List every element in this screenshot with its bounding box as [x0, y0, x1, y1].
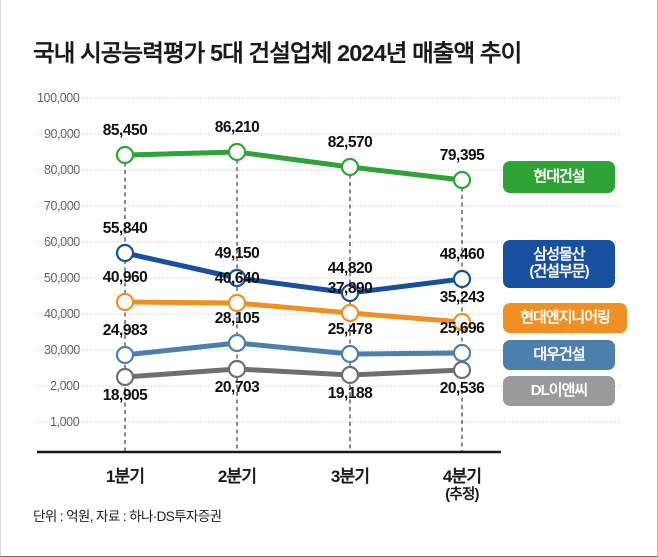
data-label: 40,640: [214, 270, 260, 287]
data-label: 20,703: [214, 379, 260, 396]
x-tick-sublabel: (추정): [445, 487, 479, 503]
y-tick-label: 100,000: [37, 91, 80, 105]
data-point-marker: [340, 283, 360, 303]
series-hyundai-engineering-line: [122, 299, 465, 325]
data-label: 35,243: [439, 289, 485, 306]
legend-item-samsung-ct[interactable]: 삼성물산 (건설부문): [503, 240, 615, 288]
y-tick-label: 70,000: [44, 199, 80, 213]
data-point-marker: [340, 303, 360, 323]
y-tick-label: 40,000: [44, 307, 80, 321]
data-label: 79,395: [439, 147, 485, 164]
series-samsung-ct-line: [122, 250, 465, 296]
series-hyundai-enc-line: [122, 149, 465, 183]
data-label: 18,905: [102, 387, 148, 404]
series-daewoo-enc-line: [122, 340, 465, 358]
data-point-marker: [227, 333, 247, 353]
data-point-marker: [115, 243, 135, 263]
series-dl-enc-line: [122, 366, 465, 380]
y-tick-label: 50,000: [44, 271, 80, 285]
legend-item-dl-enc[interactable]: DL이앤씨: [503, 376, 615, 406]
x-tick-label: 4분기: [442, 467, 482, 486]
data-label: 44,820: [327, 260, 373, 277]
y-tick-label: 90,000: [44, 127, 80, 141]
data-label: 25,478: [327, 321, 373, 338]
data-label: 25,696: [439, 320, 485, 337]
data-point-marker: [227, 142, 247, 162]
data-label: 28,105: [214, 310, 260, 327]
data-point-marker: [452, 269, 472, 289]
data-label: 82,570: [327, 134, 373, 151]
y-tick-label: 30,000: [44, 343, 80, 357]
x-tick-label: 3분기: [330, 467, 370, 486]
data-point-marker: [340, 157, 360, 177]
data-point-marker: [227, 268, 247, 288]
data-label: 86,210: [214, 119, 260, 136]
data-label: 40,960: [102, 269, 148, 286]
data-label: 24,983: [102, 322, 148, 339]
series-markers: [115, 142, 472, 387]
data-point-marker: [452, 312, 472, 332]
data-point-marker: [452, 170, 472, 190]
data-point-marker: [115, 292, 135, 312]
x-tick-label: 1분기: [105, 467, 145, 486]
data-point-marker: [115, 345, 135, 365]
data-label: 37,890: [327, 280, 373, 297]
data-point-marker: [340, 344, 360, 364]
y-tick-label: 60,000: [44, 235, 80, 249]
data-point-marker: [227, 293, 247, 313]
data-point-marker: [115, 367, 135, 387]
data-point-marker: [452, 343, 472, 363]
data-label: 85,450: [102, 122, 148, 139]
data-point-marker: [227, 359, 247, 379]
data-point-marker: [452, 360, 472, 380]
data-point-marker: [115, 145, 135, 165]
footnote: 단위 : 억원, 자료 : 하나·DS투자증권: [33, 509, 222, 524]
data-point-marker: [340, 365, 360, 385]
data-label: 49,150: [214, 245, 260, 262]
x-tick-label: 2분기: [217, 467, 257, 486]
legend-item-hyundai-enc[interactable]: 현대건설: [503, 161, 615, 193]
y-tick-label: 80,000: [44, 163, 80, 177]
page-title: 국내 시공능력평가 5대 건설업체 2024년 매출액 추이: [33, 40, 522, 66]
data-label: 55,840: [102, 220, 148, 237]
legend-item-daewoo-enc[interactable]: 대우건설: [503, 340, 615, 370]
data-label: 20,536: [439, 380, 485, 397]
data-label: 19,188: [327, 385, 373, 402]
data-label: 48,460: [439, 246, 485, 263]
legend-item-hyundai-engineering[interactable]: 현대엔지니어링: [503, 303, 627, 333]
